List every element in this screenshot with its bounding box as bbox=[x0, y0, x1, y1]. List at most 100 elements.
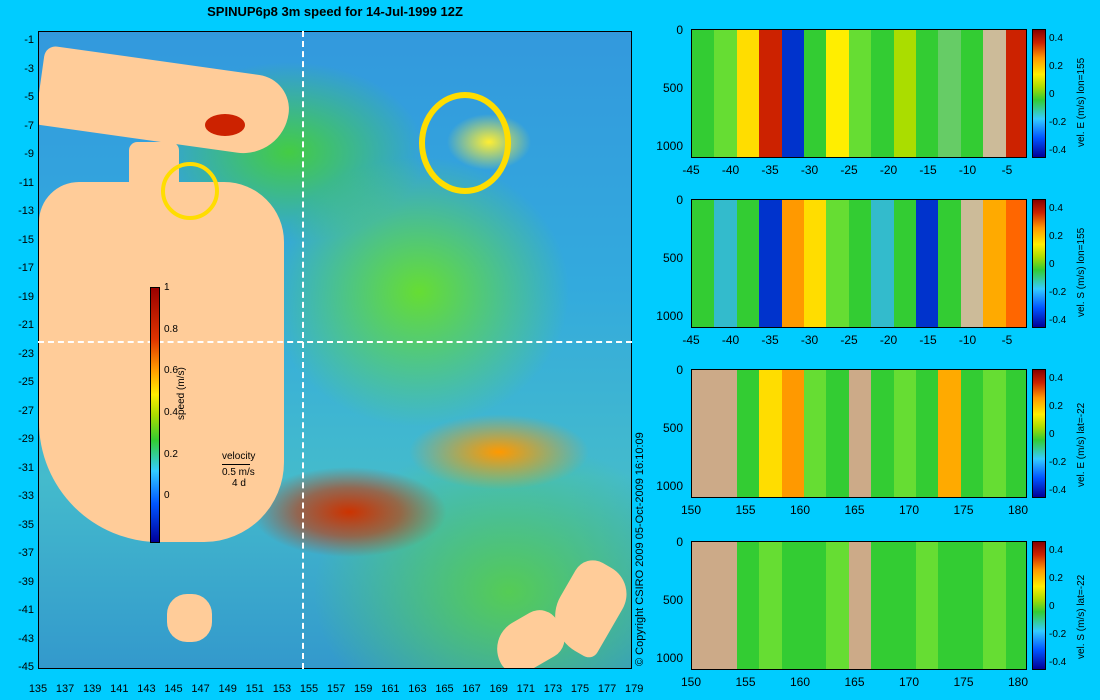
section-panel bbox=[691, 541, 1027, 670]
section-cbar-tick: -0.4 bbox=[1049, 145, 1067, 156]
depth-tick-label: 500 bbox=[662, 251, 683, 265]
section-cbar-tick: 0.4 bbox=[1049, 203, 1063, 214]
section-x-tick-label: -40 bbox=[721, 333, 740, 347]
section-cbar-tick: -0.2 bbox=[1049, 287, 1067, 298]
lat-tick-label: -29 bbox=[18, 433, 34, 445]
australia-landmass bbox=[39, 182, 284, 542]
lat-tick-label: -23 bbox=[18, 347, 34, 360]
section-cbar-tick: 0.2 bbox=[1049, 573, 1063, 584]
section-x-tick-label: -5 bbox=[1001, 163, 1013, 177]
section-cbar-tick: 0.4 bbox=[1049, 373, 1063, 384]
section-stripe bbox=[826, 370, 850, 497]
section-stripe bbox=[893, 30, 917, 157]
section-stripe bbox=[960, 370, 985, 497]
section-cbar-tick: 0.2 bbox=[1049, 61, 1063, 72]
section-stripe bbox=[916, 542, 940, 669]
section-x-tick-label: -10 bbox=[958, 333, 977, 347]
section-x-tick-label: -20 bbox=[879, 163, 898, 177]
lon-tick-label: 159 bbox=[354, 683, 373, 695]
section-x-tick-label: 160 bbox=[789, 503, 811, 517]
section-stripe bbox=[871, 200, 895, 327]
lat-tick-label: -37 bbox=[18, 547, 34, 559]
lat-tick-label: -1 bbox=[24, 34, 34, 46]
section-panel bbox=[691, 29, 1027, 158]
lat-tick-label: -39 bbox=[18, 575, 34, 588]
lat-tick-label: -43 bbox=[18, 632, 34, 645]
section-stripe bbox=[960, 200, 985, 327]
lon-tick-label: 157 bbox=[326, 683, 346, 695]
section-stripe bbox=[916, 370, 940, 497]
section-stripe bbox=[938, 370, 962, 497]
lon-tick-label: 165 bbox=[435, 683, 454, 695]
lon-tick-label: 155 bbox=[299, 683, 319, 695]
section-x-tick-label: 150 bbox=[680, 675, 702, 689]
velocity-legend-duration: 4 d bbox=[232, 478, 246, 489]
lat-tick-label: -19 bbox=[18, 290, 34, 303]
lon-tick-label: 135 bbox=[28, 683, 48, 695]
section-stripe bbox=[848, 370, 873, 497]
section-stripe bbox=[759, 200, 783, 327]
depth-tick-label: 1000 bbox=[656, 479, 683, 493]
section-cbar-tick: -0.4 bbox=[1049, 485, 1067, 496]
section-x-tick-label: 175 bbox=[953, 503, 974, 517]
lon-tick-label: 169 bbox=[489, 683, 508, 695]
section-x-tick-label: -25 bbox=[840, 333, 858, 347]
cbar-tick: 1 bbox=[164, 282, 170, 293]
section-stripe bbox=[938, 542, 962, 669]
section-stripe bbox=[893, 542, 917, 669]
tasmania-landmass bbox=[167, 594, 212, 642]
lon-tick-label: 173 bbox=[543, 683, 563, 695]
section-stripe bbox=[938, 200, 962, 327]
section-stripe bbox=[960, 542, 985, 669]
lat-tick-label: -33 bbox=[18, 490, 34, 502]
section-stripe bbox=[714, 30, 738, 157]
section-colorbar bbox=[1032, 369, 1046, 498]
section-colorbar bbox=[1032, 541, 1046, 670]
lon-tick-label: 141 bbox=[110, 683, 129, 695]
lon-tick-label: 145 bbox=[164, 683, 183, 695]
section-stripe bbox=[983, 370, 1007, 497]
section-x-tick-label: -30 bbox=[800, 163, 819, 177]
section-stripe bbox=[983, 30, 1007, 157]
section-x-tick-label: -20 bbox=[879, 333, 898, 347]
lon-tick-label: 151 bbox=[245, 683, 264, 695]
section-stripe bbox=[893, 370, 917, 497]
section-label: vel. E (m/s) lon=155 bbox=[1076, 57, 1087, 147]
section-stripe bbox=[781, 542, 805, 669]
section-stripe bbox=[804, 370, 828, 497]
section-stripe bbox=[714, 542, 738, 669]
lat-tick-label: -45 bbox=[18, 661, 34, 673]
depth-tick-label: 500 bbox=[662, 421, 683, 435]
section-stripe bbox=[871, 30, 895, 157]
section-cbar-tick: 0 bbox=[1049, 89, 1055, 100]
section-label: vel. E (m/s) lat=-22 bbox=[1076, 402, 1087, 487]
section-stripe bbox=[759, 542, 783, 669]
section-x-tick-label: -45 bbox=[682, 163, 700, 177]
section-cbar-tick: 0 bbox=[1049, 259, 1055, 270]
lat-tick-label: -35 bbox=[18, 518, 34, 531]
lat-tick-label: -21 bbox=[18, 319, 34, 331]
speed-map bbox=[38, 31, 632, 669]
lon-tick-label: 147 bbox=[191, 683, 210, 695]
section-cbar-tick: 0 bbox=[1049, 601, 1055, 612]
section-cbar-tick: -0.4 bbox=[1049, 315, 1067, 326]
section-stripe bbox=[804, 200, 828, 327]
section-stripe bbox=[1005, 542, 1026, 669]
section-x-tick-label: 165 bbox=[844, 675, 865, 689]
section-x-tick-label: -15 bbox=[919, 163, 937, 177]
section-stripe bbox=[692, 200, 716, 327]
section-stripe bbox=[826, 200, 850, 327]
section-stripe bbox=[983, 542, 1007, 669]
depth-tick-label: 0 bbox=[676, 23, 683, 37]
lat-tick-label: -7 bbox=[24, 119, 34, 132]
section-x-tick-label: -40 bbox=[721, 163, 740, 177]
lat-tick-label: -3 bbox=[24, 62, 34, 75]
section-x-tick-label: -45 bbox=[682, 333, 700, 347]
depth-tick-label: 1000 bbox=[656, 309, 683, 323]
section-cbar-tick: 0 bbox=[1049, 429, 1055, 440]
section-stripe bbox=[759, 30, 783, 157]
depth-tick-label: 0 bbox=[676, 535, 683, 549]
section-x-tick-label: -15 bbox=[919, 333, 937, 347]
section-stripe bbox=[871, 370, 895, 497]
lat-tick-label: -5 bbox=[24, 91, 34, 103]
